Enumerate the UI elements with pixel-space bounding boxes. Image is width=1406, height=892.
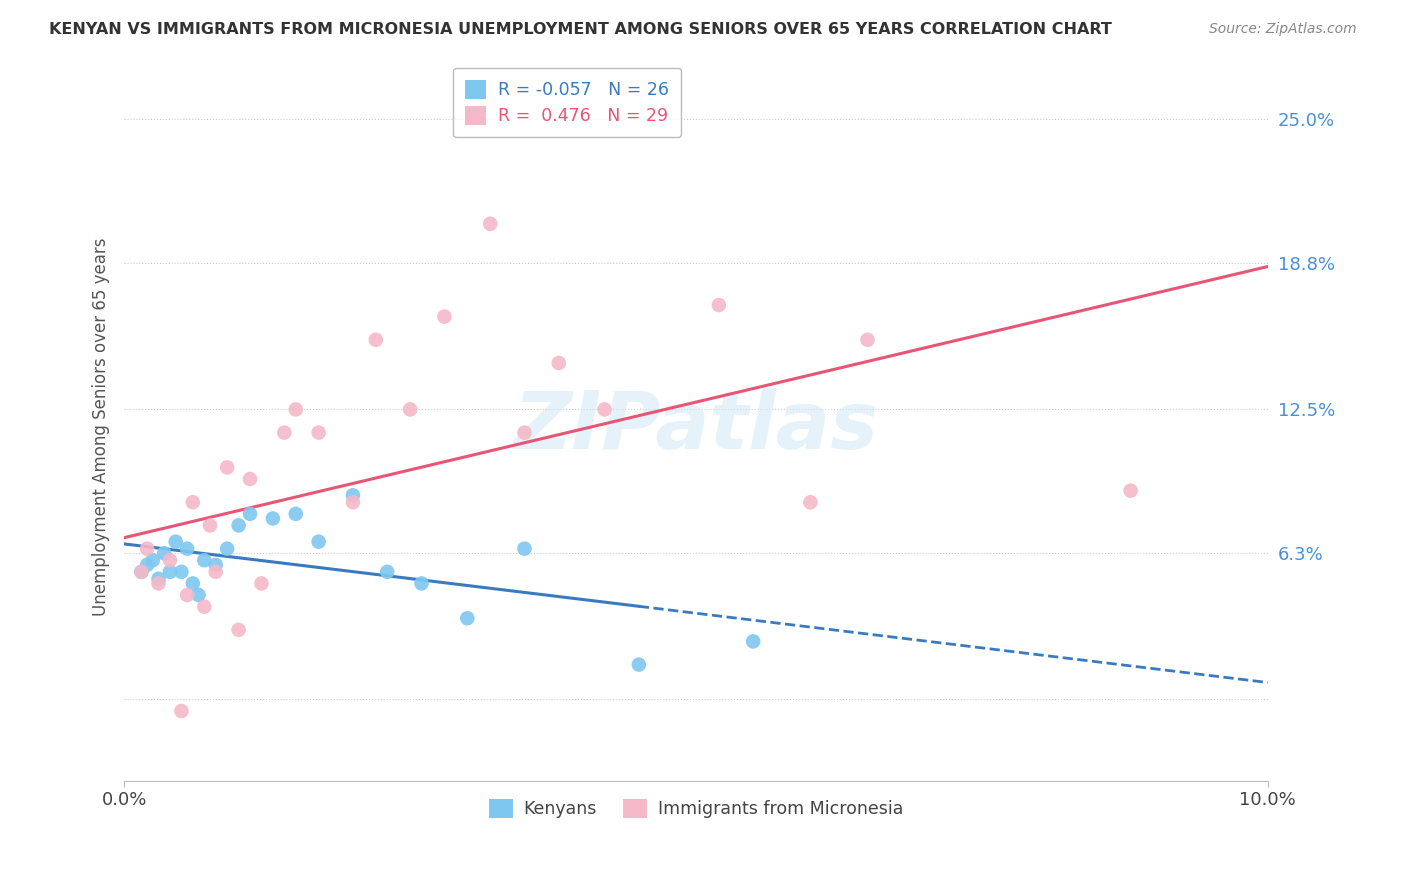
- Point: [456, 611, 478, 625]
- Point: [181, 576, 204, 591]
- Point: [513, 425, 536, 440]
- Point: [198, 518, 221, 533]
- Point: [153, 546, 176, 560]
- Point: [170, 704, 193, 718]
- Point: [399, 402, 422, 417]
- Point: [273, 425, 295, 440]
- Point: [193, 599, 215, 614]
- Point: [433, 310, 456, 324]
- Point: [136, 541, 159, 556]
- Point: [411, 576, 433, 591]
- Point: [204, 558, 226, 572]
- Point: [593, 402, 616, 417]
- Point: [239, 507, 262, 521]
- Point: [375, 565, 398, 579]
- Point: [250, 576, 273, 591]
- Point: [159, 553, 181, 567]
- Point: [262, 511, 284, 525]
- Point: [181, 495, 204, 509]
- Point: [170, 565, 193, 579]
- Legend: Kenyans, Immigrants from Micronesia: Kenyans, Immigrants from Micronesia: [482, 792, 910, 825]
- Point: [308, 425, 330, 440]
- Point: [148, 576, 170, 591]
- Point: [136, 558, 159, 572]
- Point: [364, 333, 387, 347]
- Point: [228, 518, 250, 533]
- Point: [176, 541, 198, 556]
- Point: [342, 495, 364, 509]
- Point: [131, 565, 153, 579]
- Point: [187, 588, 209, 602]
- Text: ZIPatlas: ZIPatlas: [513, 388, 879, 466]
- Point: [239, 472, 262, 486]
- Point: [799, 495, 821, 509]
- Point: [547, 356, 569, 370]
- Point: [217, 460, 239, 475]
- Point: [513, 541, 536, 556]
- Point: [193, 553, 215, 567]
- Point: [228, 623, 250, 637]
- Point: [217, 541, 239, 556]
- Point: [1119, 483, 1142, 498]
- Text: Source: ZipAtlas.com: Source: ZipAtlas.com: [1209, 22, 1357, 37]
- Point: [148, 572, 170, 586]
- Point: [131, 565, 153, 579]
- Point: [342, 488, 364, 502]
- Point: [707, 298, 730, 312]
- Point: [479, 217, 502, 231]
- Point: [159, 565, 181, 579]
- Point: [742, 634, 765, 648]
- Point: [308, 534, 330, 549]
- Point: [627, 657, 650, 672]
- Y-axis label: Unemployment Among Seniors over 65 years: Unemployment Among Seniors over 65 years: [93, 237, 110, 616]
- Point: [165, 534, 187, 549]
- Point: [856, 333, 879, 347]
- Point: [204, 565, 226, 579]
- Point: [176, 588, 198, 602]
- Point: [284, 507, 307, 521]
- Point: [284, 402, 307, 417]
- Point: [142, 553, 165, 567]
- Text: KENYAN VS IMMIGRANTS FROM MICRONESIA UNEMPLOYMENT AMONG SENIORS OVER 65 YEARS CO: KENYAN VS IMMIGRANTS FROM MICRONESIA UNE…: [49, 22, 1112, 37]
